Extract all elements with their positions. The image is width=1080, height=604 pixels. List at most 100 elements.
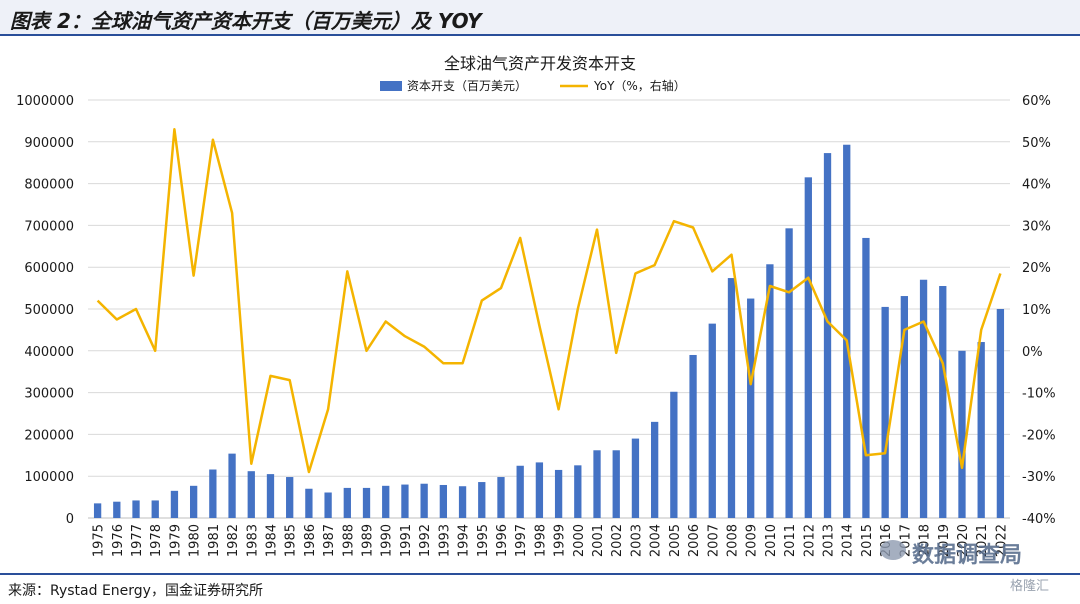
bar-2013 — [824, 153, 831, 518]
x-tick-label: 2007 — [706, 524, 721, 557]
bar-2009 — [747, 299, 754, 518]
right-tick-label: 20% — [1022, 261, 1051, 276]
bar-2000 — [574, 465, 581, 518]
bar-1992 — [420, 484, 427, 518]
x-tick-label: 1978 — [149, 524, 164, 557]
x-tick-label: 2005 — [668, 524, 683, 557]
x-tick-label: 1993 — [437, 524, 452, 557]
x-tick-label: 1996 — [495, 524, 510, 557]
bar-2008 — [728, 278, 735, 518]
bar-1977 — [132, 500, 139, 518]
bar-1991 — [401, 485, 408, 518]
bar-1988 — [344, 488, 351, 518]
bar-2005 — [670, 392, 677, 518]
left-axis-ticks: 0 100000 200000 300000 400000 500000 600000 700… — [16, 94, 74, 527]
left-tick-label: 0 — [66, 512, 74, 527]
x-tick-label: 2011 — [783, 524, 798, 557]
bar-series — [94, 145, 1004, 518]
bar-1976 — [113, 502, 120, 518]
x-tick-label: 1982 — [226, 524, 241, 557]
right-tick-label: -10% — [1022, 387, 1056, 402]
figure-title: 图表 2：全球油气资产资本开支（百万美元）及 YOY — [10, 5, 482, 34]
bar-1989 — [363, 488, 370, 518]
bar-2014 — [843, 145, 850, 518]
x-tick-label: 2004 — [649, 524, 664, 557]
left-tick-label: 600000 — [24, 261, 74, 276]
chart-svg: 全球油气资产开发资本开支 资本开支（百万美元） YoY（%，右轴） 0 10000… — [0, 36, 1080, 572]
right-tick-label: 60% — [1022, 94, 1051, 109]
right-axis-ticks: -40%-30%-20%-10%0%10%20%30%40%50%60% — [1022, 94, 1056, 527]
bar-2022 — [997, 309, 1004, 518]
x-tick-label: 1987 — [322, 524, 337, 557]
bar-1996 — [497, 477, 504, 518]
right-tick-label: -20% — [1022, 428, 1056, 443]
x-tick-label: 1990 — [380, 524, 395, 557]
x-tick-label: 1977 — [130, 524, 145, 557]
right-tick-label: -40% — [1022, 512, 1056, 527]
right-tick-label: 10% — [1022, 303, 1051, 318]
x-tick-label: 1991 — [399, 524, 414, 557]
watermark-text: 数据调查局 — [912, 537, 1022, 569]
x-tick-label: 1995 — [476, 524, 491, 557]
bar-2002 — [613, 450, 620, 518]
x-tick-label: 1979 — [168, 524, 183, 557]
bar-2021 — [978, 342, 985, 518]
chart-title: 全球油气资产开发资本开支 — [444, 54, 636, 73]
x-tick-label: 1980 — [188, 524, 203, 557]
bar-1997 — [517, 466, 524, 518]
bar-1980 — [190, 486, 197, 518]
x-tick-label: 2009 — [745, 524, 760, 557]
x-tick-label: 1985 — [284, 524, 299, 557]
bar-1995 — [478, 482, 485, 518]
x-tick-label: 1997 — [514, 524, 529, 557]
figure-header: 图表 2：全球油气资产资本开支（百万美元）及 YOY — [0, 0, 1080, 36]
legend-bar-swatch — [380, 81, 402, 91]
right-tick-label: -30% — [1022, 470, 1056, 485]
bar-2020 — [958, 351, 965, 518]
bar-1999 — [555, 470, 562, 518]
x-tick-label: 1984 — [264, 524, 279, 557]
x-tick-label: 1998 — [533, 524, 548, 557]
bar-1979 — [171, 491, 178, 518]
bar-1993 — [440, 485, 447, 518]
source-note: 来源：Rystad Energy，国金证券研究所 — [8, 580, 263, 600]
left-tick-label: 200000 — [24, 428, 74, 443]
left-tick-label: 300000 — [24, 387, 74, 402]
x-tick-label: 1992 — [418, 524, 433, 557]
bar-2004 — [651, 422, 658, 518]
x-tick-label: 2002 — [610, 524, 625, 557]
bar-1998 — [536, 462, 543, 518]
x-tick-label: 2008 — [725, 524, 740, 557]
bar-2007 — [709, 324, 716, 518]
brand-logo: 格隆汇 — [1010, 575, 1049, 594]
left-tick-label: 1000000 — [16, 94, 74, 109]
legend: 资本开支（百万美元） YoY（%，右轴） — [380, 78, 686, 93]
x-tick-label: 1975 — [92, 524, 107, 557]
right-tick-label: 50% — [1022, 136, 1051, 151]
wechat-icon — [880, 540, 906, 560]
left-tick-label: 900000 — [24, 136, 74, 151]
bar-1983 — [248, 471, 255, 518]
bar-2015 — [862, 238, 869, 518]
x-tick-label: 2001 — [591, 524, 606, 557]
x-tick-label: 2010 — [764, 524, 779, 557]
left-tick-label: 700000 — [24, 219, 74, 234]
x-tick-label: 1986 — [303, 524, 318, 557]
right-tick-label: 40% — [1022, 178, 1051, 193]
bar-2019 — [939, 286, 946, 518]
x-tick-label: 1988 — [341, 524, 356, 557]
left-tick-label: 400000 — [24, 345, 74, 360]
bar-2006 — [689, 355, 696, 518]
x-tick-label: 2013 — [822, 524, 837, 557]
x-tick-label: 2006 — [687, 524, 702, 557]
bar-1982 — [228, 454, 235, 518]
bar-1981 — [209, 470, 216, 518]
left-tick-label: 100000 — [24, 470, 74, 485]
bar-2016 — [881, 307, 888, 518]
x-tick-label: 2012 — [802, 524, 817, 557]
x-tick-label: 1981 — [207, 524, 222, 557]
left-tick-label: 500000 — [24, 303, 74, 318]
x-tick-label: 1999 — [553, 524, 568, 557]
x-tick-label: 1983 — [245, 524, 260, 557]
